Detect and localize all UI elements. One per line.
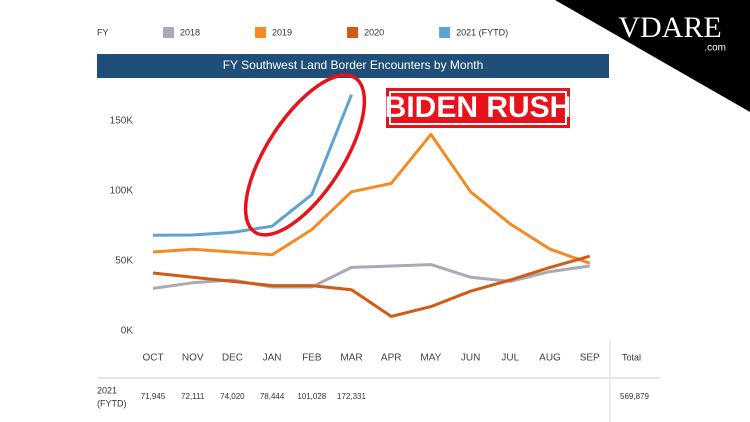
total-header: Total [622, 352, 641, 362]
legend-label: 2021 (FYTD) [456, 27, 508, 37]
legend-title: FY [97, 27, 109, 37]
total-value: 569,879 [620, 392, 649, 401]
row-label: 2021 [97, 385, 117, 395]
watermark-sub: .com [704, 43, 726, 54]
y-tick-label: 150K [110, 116, 134, 127]
legend-swatch [347, 27, 359, 38]
legend-swatch [439, 27, 451, 38]
row-label: (FYTD) [97, 398, 127, 408]
legend-label: 2020 [364, 27, 384, 37]
table-value: 71,945 [141, 392, 166, 401]
x-tick-label: JUN [461, 353, 480, 364]
annotation-border [389, 91, 567, 125]
x-tick-label: NOV [182, 353, 204, 364]
annotation: BIDEN RUSH [385, 91, 572, 124]
legend-swatch [163, 27, 174, 38]
annotation-box [386, 88, 570, 128]
x-tick-label: SEP [580, 353, 600, 364]
table-value: 172,331 [337, 392, 366, 401]
x-tick-label: JUL [501, 353, 519, 364]
watermark: VDARE [618, 11, 721, 44]
legend-swatch [255, 27, 267, 38]
y-tick-label: 0K [121, 326, 134, 337]
table-value: 74,020 [220, 392, 245, 401]
x-tick-label: DEC [222, 353, 243, 364]
watermark-corner [555, 0, 750, 112]
legend-label: 2019 [272, 27, 292, 37]
chart-title: FY Southwest Land Border Encounters by M… [223, 58, 484, 72]
plot: 0K 50K 100K 150K OCT NOV DEC JAN FEB MAR APR MAY JUN… [110, 27, 600, 401]
series-line [152, 254, 591, 318]
x-tick-label: JAN [263, 353, 282, 364]
table-value: 78,444 [260, 392, 285, 401]
highlight-ellipse [243, 73, 367, 237]
x-tick-label: OCT [142, 353, 163, 364]
y-tick-label: 50K [115, 256, 133, 267]
title-bar [97, 54, 609, 78]
x-tick-label: APR [381, 353, 402, 364]
x-tick-label: MAY [420, 353, 441, 364]
x-tick-label: AUG [539, 353, 561, 364]
series-line [152, 132, 591, 265]
table-value: 72,111 [181, 392, 205, 401]
legend-label: 2018 [180, 27, 200, 37]
x-tick-label: MAR [340, 353, 362, 364]
y-tick-label: 100K [110, 186, 134, 197]
table-value: 101,028 [297, 392, 326, 401]
x-tick-label: FEB [302, 353, 322, 364]
